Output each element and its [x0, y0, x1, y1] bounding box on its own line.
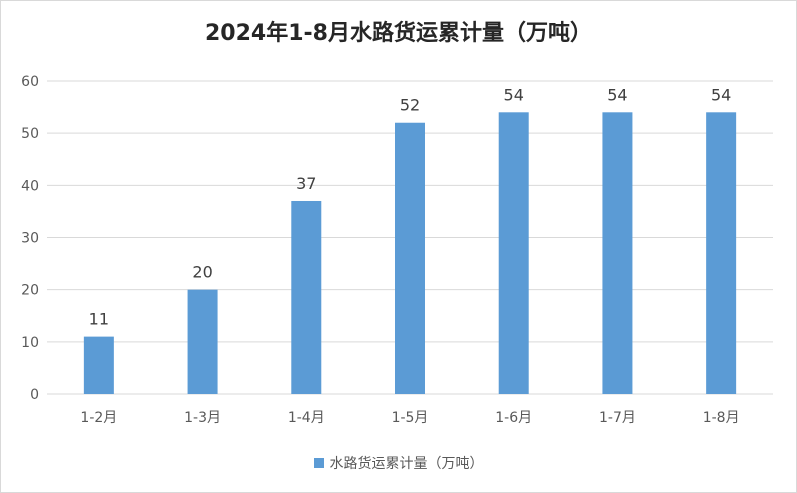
- bar: [83, 336, 114, 394]
- x-tick-label: 1-5月: [392, 410, 429, 426]
- x-tick-label: 1-7月: [599, 410, 636, 426]
- bar: [602, 112, 633, 395]
- y-tick-label: 40: [21, 178, 39, 194]
- data-label: 54: [504, 85, 524, 104]
- bar: [498, 112, 529, 395]
- x-tick-label: 1-4月: [288, 410, 325, 426]
- data-label: 20: [192, 263, 212, 282]
- legend: 水路货运累计量（万吨）: [1, 453, 796, 473]
- data-label: 54: [711, 85, 731, 104]
- y-tick-label: 0: [30, 387, 39, 403]
- x-tick-label: 1-8月: [703, 410, 740, 426]
- y-tick-label: 60: [21, 74, 39, 90]
- y-tick-label: 50: [21, 126, 39, 142]
- data-label: 52: [400, 96, 420, 115]
- bar: [291, 200, 322, 394]
- bar-chart-plot: 0 10 20 30 40 50 60 11 1-2月 20 1-3月 37 1-4月 52 1-5月 54 1…: [21, 74, 773, 426]
- legend-label: 水路货运累计量（万吨）: [329, 456, 484, 472]
- y-tick-label: 10: [21, 335, 39, 351]
- data-label: 11: [89, 310, 109, 329]
- bar: [706, 112, 737, 395]
- bar: [395, 122, 425, 394]
- y-tick-label: 20: [21, 283, 39, 299]
- x-tick-label: 1-6月: [495, 410, 532, 426]
- bar: [187, 289, 218, 394]
- data-label: 37: [296, 174, 316, 193]
- x-tick-label: 1-2月: [80, 410, 117, 426]
- data-label: 54: [607, 85, 627, 104]
- chart-title: 2024年1-8月水路货运累计量（万吨）: [205, 21, 592, 46]
- x-tick-label: 1-3月: [184, 410, 221, 426]
- legend-swatch: [313, 458, 324, 468]
- y-tick-label: 30: [21, 231, 39, 247]
